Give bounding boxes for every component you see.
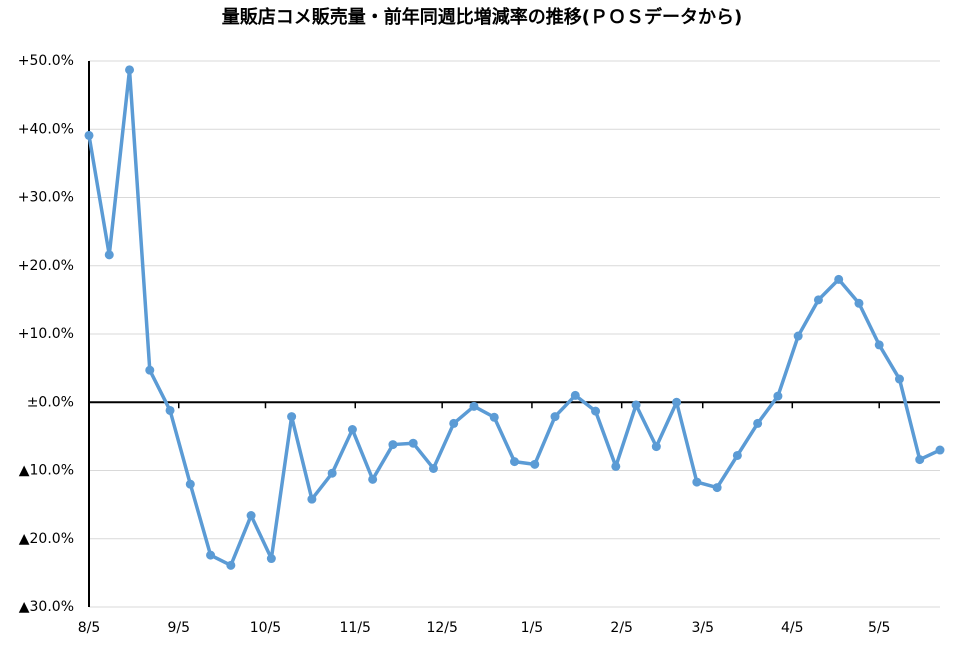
data-point xyxy=(489,412,499,422)
data-point xyxy=(672,397,682,407)
data-point xyxy=(591,406,601,416)
y-tick-label: ▲20.0% xyxy=(19,531,74,547)
data-point xyxy=(125,65,135,75)
data-point xyxy=(165,405,175,415)
data-point xyxy=(894,374,904,384)
x-tick-label: 4/5 xyxy=(781,620,804,636)
data-point xyxy=(793,331,803,341)
data-point xyxy=(347,425,357,435)
data-point xyxy=(611,461,621,471)
data-point xyxy=(307,494,317,504)
data-point xyxy=(469,401,479,411)
y-tick-label: ±0.0% xyxy=(27,394,74,410)
y-tick-label: ▲10.0% xyxy=(19,463,74,479)
data-point xyxy=(874,340,884,350)
data-point xyxy=(104,250,114,260)
data-point xyxy=(449,418,459,428)
data-point xyxy=(570,390,580,400)
data-point xyxy=(530,459,540,469)
y-tick-label: +10.0% xyxy=(18,326,74,342)
data-point xyxy=(266,554,276,564)
data-point xyxy=(813,295,823,305)
data-point xyxy=(368,474,378,484)
data-point xyxy=(84,130,94,140)
data-point xyxy=(428,463,438,473)
data-point xyxy=(226,560,236,570)
y-tick-label: +40.0% xyxy=(18,121,74,137)
y-tick-label: ▲30.0% xyxy=(19,599,74,615)
data-point xyxy=(732,450,742,460)
data-point xyxy=(935,445,945,455)
data-point xyxy=(753,418,763,428)
data-point xyxy=(246,511,256,521)
x-tick-label: 8/5 xyxy=(78,620,101,636)
x-tick-label: 5/5 xyxy=(868,620,891,636)
x-tick-label: 1/5 xyxy=(521,620,544,636)
chart-title: 量販店コメ販売量・前年同週比増減率の推移(ＰＯＳデータから) xyxy=(222,6,742,28)
x-tick-label: 9/5 xyxy=(167,620,190,636)
data-line xyxy=(87,68,941,568)
data-point xyxy=(854,298,864,308)
data-point xyxy=(388,440,398,450)
data-point xyxy=(915,455,925,465)
y-tick-label: +50.0% xyxy=(18,53,74,69)
x-tick-label: 3/5 xyxy=(691,620,714,636)
data-point xyxy=(550,412,560,422)
data-point xyxy=(773,391,783,401)
data-point xyxy=(631,400,641,410)
data-point xyxy=(408,438,418,448)
data-point xyxy=(510,457,519,467)
y-tick-label: +30.0% xyxy=(18,190,74,206)
data-point xyxy=(185,479,195,489)
data-point xyxy=(834,274,844,284)
data-point xyxy=(206,550,216,560)
data-point xyxy=(712,483,722,493)
x-tick-label: 2/5 xyxy=(610,620,633,636)
data-point xyxy=(327,468,337,478)
data-point xyxy=(692,477,702,487)
data-point xyxy=(287,412,297,422)
x-tick-label: 10/5 xyxy=(250,620,281,636)
data-point xyxy=(145,365,155,375)
x-tick-label: 11/5 xyxy=(340,620,371,636)
data-point xyxy=(651,442,661,452)
x-tick-label: 12/5 xyxy=(426,620,457,636)
y-tick-label: +20.0% xyxy=(18,258,74,274)
